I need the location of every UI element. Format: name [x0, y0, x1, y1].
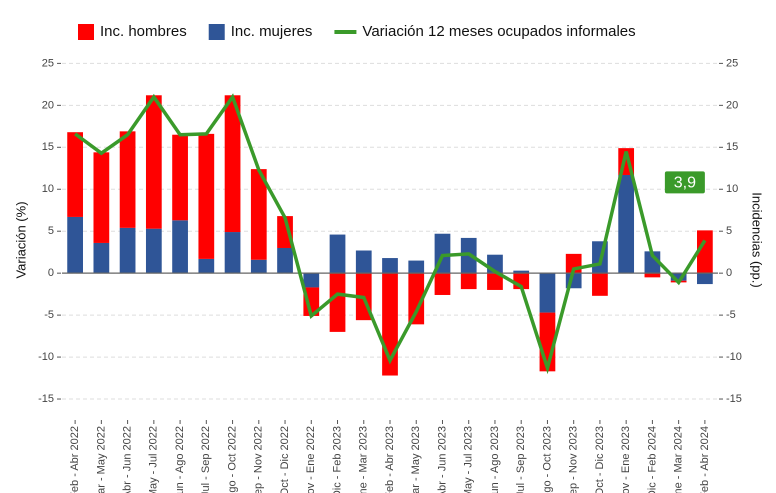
y2-tick-label: -10	[726, 351, 742, 363]
bar	[592, 273, 608, 296]
bar	[644, 251, 661, 274]
bar	[355, 250, 372, 274]
x-tick-label: Mar - May 2023	[410, 426, 422, 493]
bar	[93, 242, 110, 274]
value-label: 3,9	[674, 175, 696, 192]
x-tick-label: Nov - Ene 2023	[620, 426, 632, 493]
bar	[172, 134, 188, 221]
bar	[539, 273, 556, 313]
y2-tick-label: 15	[726, 141, 738, 153]
x-tick-label: Ago - Oct 2022	[226, 426, 238, 493]
y-tick-label: 15	[42, 141, 54, 153]
y2-tick-label: 20	[726, 99, 738, 111]
y2-tick-label: 10	[726, 183, 738, 195]
bar	[119, 227, 136, 274]
y-tick-label: 10	[42, 183, 54, 195]
bar	[513, 270, 530, 274]
x-tick-label: Abr - Jun 2022	[122, 426, 134, 493]
bar	[119, 131, 136, 228]
bar	[644, 273, 661, 278]
x-tick-label: May - Jul 2023	[463, 426, 475, 493]
x-tick-label: Jun - Ago 2022	[174, 426, 186, 493]
x-tick-label: Mar - May 2022	[95, 426, 107, 493]
bar	[697, 230, 713, 274]
bar	[408, 273, 425, 325]
bar	[618, 174, 635, 274]
x-tick-label: Feb - Abr 2023	[384, 426, 396, 493]
bar	[250, 169, 267, 260]
y-tick-label: -5	[44, 309, 54, 321]
bar	[67, 132, 83, 217]
bar	[198, 133, 215, 259]
y2-tick-label: 5	[726, 225, 732, 237]
x-tick-label: Feb - Abr 2022	[69, 426, 81, 493]
y2-tick-label: 0	[726, 267, 732, 279]
x-tick-label: Oct - Dic 2022	[279, 426, 291, 493]
x-tick-label: Ene - Mar 2024	[673, 426, 685, 493]
legend-label: Variación 12 meses ocupados informales	[362, 23, 635, 40]
x-tick-label: Sep - Nov 2023	[568, 426, 580, 493]
bar	[172, 220, 188, 274]
bar	[277, 216, 293, 248]
y-tick-label: 20	[42, 99, 54, 111]
value-label-box	[664, 171, 705, 194]
y2-tick-label: -15	[726, 393, 742, 405]
y-tick-label: 5	[48, 225, 54, 237]
bar	[93, 152, 110, 243]
x-tick-label: Dic - Feb 2024	[646, 426, 658, 493]
bar	[198, 258, 215, 274]
bar	[224, 95, 241, 233]
x-tick-label: Ene - Mar 2023	[358, 426, 370, 493]
legend-swatch	[78, 24, 94, 40]
x-tick-label: Jul - Sep 2023	[515, 426, 527, 493]
legend-swatch	[208, 24, 225, 40]
bar	[145, 228, 162, 274]
y-tick-label: 0	[48, 267, 54, 279]
y-axis-label: Variación (%)	[13, 201, 28, 278]
bar	[670, 273, 687, 281]
bar	[382, 258, 398, 274]
y-tick-label: -10	[38, 351, 54, 363]
x-tick-label: Sep - Nov 2022	[253, 426, 265, 493]
y2-tick-label: 25	[726, 57, 738, 69]
x-tick-label: Dic - Feb 2023	[331, 426, 343, 493]
line	[74, 93, 707, 375]
legend-label: Inc. hombres	[100, 23, 187, 40]
bar	[434, 273, 451, 295]
bar	[145, 95, 162, 229]
bar	[277, 247, 293, 274]
bar	[329, 234, 346, 274]
bar	[67, 216, 83, 274]
x-tick-label: Oct - Dic 2023	[594, 426, 606, 493]
legend-label: Inc. mujeres	[231, 23, 313, 40]
x-tick-label: Nov - Ene 2022	[305, 426, 317, 493]
x-tick-label: Jun - Ago 2023	[489, 426, 501, 493]
y2-tick-label: -5	[726, 309, 736, 321]
x-tick-label: May - Jul 2022	[148, 426, 160, 493]
bar	[460, 273, 477, 290]
x-tick-label: Jul - Sep 2022	[200, 426, 212, 493]
x-tick-label: Abr - Jun 2023	[436, 426, 448, 493]
bar	[329, 273, 346, 332]
y-tick-label: -15	[38, 393, 54, 405]
bar	[487, 273, 503, 290]
bar	[303, 273, 320, 288]
x-tick-label: Ago - Oct 2023	[541, 426, 553, 493]
bar	[250, 259, 267, 274]
y-tick-label: 25	[42, 57, 54, 69]
bar	[697, 273, 713, 285]
bar	[224, 232, 241, 274]
y2-axis-label: Incidencias (pp.)	[750, 192, 765, 287]
bar	[408, 260, 425, 274]
x-tick-label: Feb - Abr 2024	[699, 426, 711, 493]
